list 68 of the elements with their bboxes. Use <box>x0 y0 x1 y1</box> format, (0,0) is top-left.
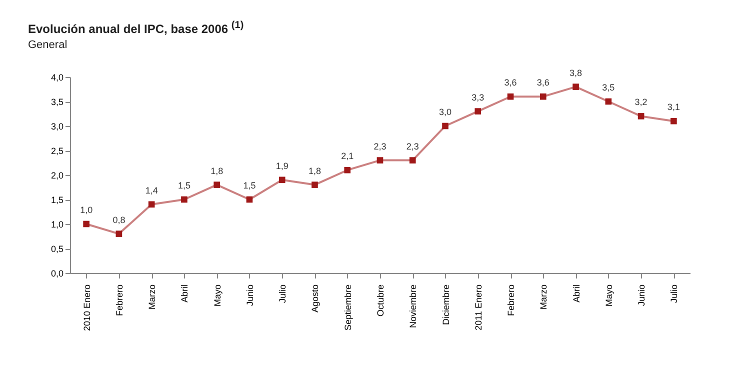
x-tick-label: Febrero <box>114 284 124 316</box>
y-tick-label: 0,5 <box>50 244 64 254</box>
x-tick-label: Abril <box>180 284 190 303</box>
x-tick-label: Diciembre <box>440 284 451 326</box>
point <box>116 230 122 237</box>
x-tick-label: Mayo <box>212 284 222 307</box>
data-label: 2,3 <box>374 141 386 152</box>
x-tick-label: 2011 Enero <box>473 284 484 330</box>
data-label: 3,6 <box>504 78 517 88</box>
data-label: 1,4 <box>145 185 158 196</box>
x-tick-label: Febrero <box>506 284 516 316</box>
x-tick-label: Julio <box>278 284 288 304</box>
data-label: 3,8 <box>570 68 582 78</box>
point <box>409 157 416 164</box>
point <box>246 196 253 203</box>
point <box>474 108 482 114</box>
chart-title: Evolución anual del IPC, base 2006 $^{(1)}$ <box>28 20 244 36</box>
x-tick-label: Agosto <box>310 284 320 313</box>
x-tick-label: Junio <box>244 284 255 306</box>
point <box>148 201 155 208</box>
y-tick-label: 2,5 <box>50 146 64 156</box>
y-tick-label: 2,0 <box>50 170 64 180</box>
x-tick-label: Octubre <box>376 284 386 317</box>
data-label: 3,5 <box>602 82 615 92</box>
y-tick-label: 1,5 <box>50 195 64 205</box>
x-tick-label: Mayo <box>604 284 614 307</box>
x-tick-label: Junio <box>636 284 647 306</box>
point <box>442 122 448 130</box>
point <box>344 166 351 174</box>
x-tick-label: Julio <box>669 284 680 304</box>
data-label: 0,8 <box>112 214 126 225</box>
point <box>312 182 318 188</box>
point <box>670 118 677 124</box>
x-tick-label: 2010 Enero <box>82 284 92 332</box>
point <box>181 196 188 203</box>
data-label: 3,2 <box>634 97 648 108</box>
point <box>376 157 384 164</box>
chart-subtitle: General <box>28 39 68 51</box>
point <box>572 84 579 90</box>
y-tick-label: 0,0 <box>50 268 64 278</box>
point <box>507 93 514 100</box>
point <box>605 98 612 105</box>
data-label: 1,9 <box>276 160 288 171</box>
point <box>83 220 90 228</box>
x-tick-label: Noviembre <box>408 284 418 328</box>
data-label: 1,8 <box>210 166 224 176</box>
point <box>214 182 220 188</box>
data-label: 1,8 <box>308 166 321 176</box>
x-tick-label: Abril <box>571 284 582 303</box>
data-label: 2,1 <box>341 151 354 162</box>
y-tick-label: 3,5 <box>50 97 64 107</box>
data-label: 1,5 <box>178 180 190 190</box>
x-tick-label: Septiembre <box>342 284 353 331</box>
data-label: 3,0 <box>439 107 452 117</box>
point <box>540 93 546 100</box>
y-tick-label: 4,0 <box>50 72 64 82</box>
data-label: 3,3 <box>472 92 484 102</box>
data-label: 1,0 <box>80 205 93 215</box>
data-label: 1,5 <box>243 180 256 190</box>
y-tick-label: 1,0 <box>50 220 64 230</box>
data-label: 2,3 <box>406 141 419 152</box>
point <box>638 113 644 120</box>
data-label: 3,6 <box>536 78 550 88</box>
x-tick-label: Marzo <box>538 284 549 310</box>
y-tick-label: 3,0 <box>50 122 64 132</box>
x-tick-label: Marzo <box>147 284 158 310</box>
data-label: 3,1 <box>667 102 680 112</box>
point <box>278 176 286 184</box>
